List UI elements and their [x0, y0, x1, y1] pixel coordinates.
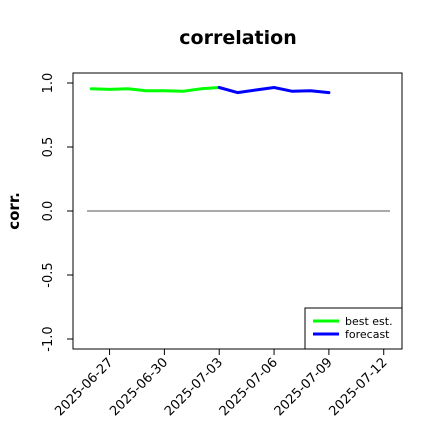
x-tick-label: 2025-06-27	[52, 355, 116, 419]
x-tick-label: 2025-07-06	[217, 355, 281, 419]
chart-title: correlation	[179, 27, 296, 49]
x-tick-label: 2025-06-30	[107, 355, 171, 419]
y-tick-label: 0.0	[41, 201, 56, 222]
series-line-forecast	[217, 86, 331, 95]
y-tick-label: -0.5	[41, 262, 56, 287]
legend-label: best est.	[345, 315, 393, 328]
legend-label: forecast	[345, 328, 390, 341]
x-tick-label: 2025-07-09	[272, 355, 336, 419]
series-line-best-est	[89, 86, 221, 93]
y-tick-label: 1.0	[41, 73, 56, 94]
x-tick-label: 2025-07-12	[327, 355, 391, 419]
y-tick-label: -1.0	[41, 326, 56, 351]
x-tick-label: 2025-07-03	[162, 355, 226, 419]
legend-box	[304, 307, 403, 350]
y-axis-label: corr.	[5, 192, 23, 230]
y-tick-label: 0.5	[41, 137, 56, 158]
